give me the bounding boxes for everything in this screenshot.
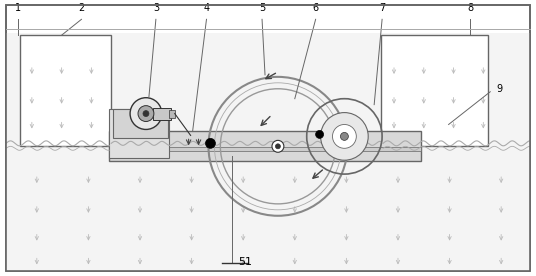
Text: 1: 1	[15, 3, 21, 13]
Circle shape	[143, 111, 149, 116]
Circle shape	[340, 132, 348, 140]
Bar	[169, 110, 175, 118]
Text: 9: 9	[496, 84, 502, 94]
Text: 4: 4	[204, 3, 210, 13]
Circle shape	[332, 124, 356, 148]
Bar	[109, 131, 421, 161]
Circle shape	[276, 144, 280, 149]
Bar	[20, 35, 111, 146]
Bar	[6, 33, 530, 271]
Text: 51: 51	[238, 257, 252, 267]
Bar	[109, 147, 421, 151]
Circle shape	[205, 138, 215, 148]
Bar	[381, 35, 488, 146]
Circle shape	[321, 113, 368, 160]
Bar	[113, 109, 168, 138]
Text: 7: 7	[379, 3, 385, 13]
Text: 5: 5	[259, 3, 265, 13]
Text: 6: 6	[312, 3, 319, 13]
Bar	[109, 109, 169, 158]
Text: 3: 3	[153, 3, 159, 13]
Text: 8: 8	[467, 3, 473, 13]
Bar	[153, 108, 171, 120]
Text: 2: 2	[78, 3, 85, 13]
Circle shape	[138, 106, 154, 121]
Circle shape	[130, 98, 162, 129]
Circle shape	[316, 131, 324, 138]
Circle shape	[272, 140, 284, 152]
